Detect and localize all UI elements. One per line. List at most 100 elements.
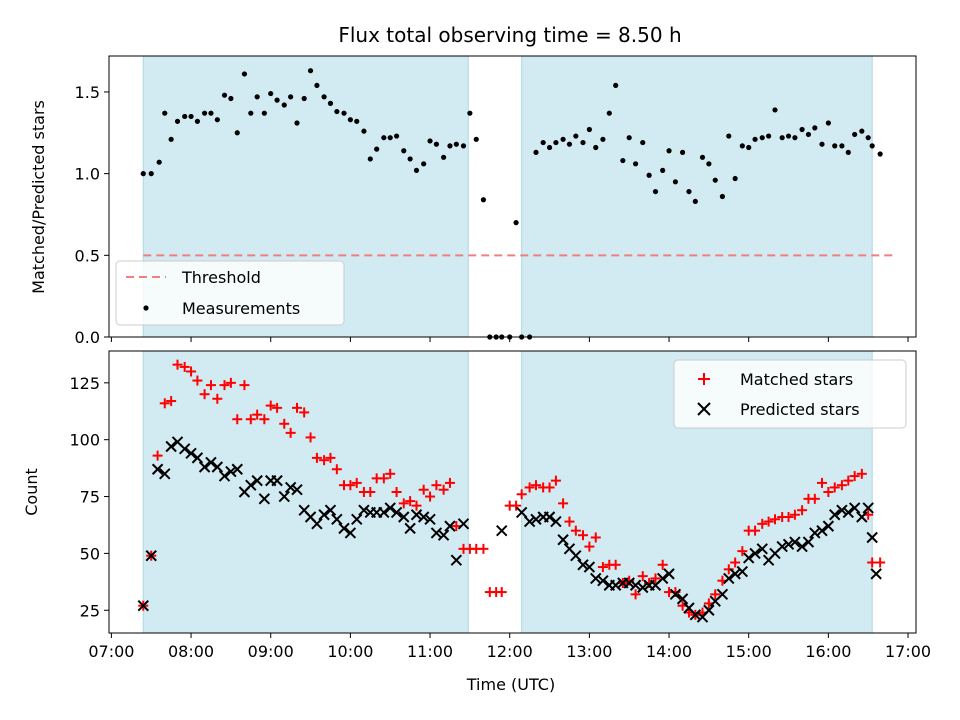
predicted-star-point-b [590, 572, 602, 585]
measurement-point [593, 144, 599, 151]
predicted-star-point [703, 604, 715, 616]
matched-star-point [431, 480, 442, 491]
predicted-star-point-b [570, 549, 582, 562]
predicted-star-point-b [663, 568, 675, 580]
legend-matched-marker [698, 373, 710, 385]
predicted-star-point [324, 504, 337, 516]
matched-star-point [159, 398, 170, 409]
measurement-point [752, 136, 758, 142]
measurement-point [606, 110, 612, 116]
predicted-star-point-b [749, 547, 761, 560]
matched-star-point [797, 505, 808, 516]
predicted-star-point [151, 463, 164, 475]
legend-predicted-swatch [697, 402, 711, 416]
predicted-star-point [378, 506, 390, 519]
measurement-point [553, 139, 559, 146]
predicted-stars-points [137, 436, 882, 623]
predicted-star-point-b [251, 474, 263, 487]
predicted-star-point-b [669, 588, 682, 601]
predicted-star-point-b [822, 520, 835, 532]
predicted-star-point-b [816, 524, 828, 537]
matched-star-point [524, 482, 535, 493]
matched-star-point [578, 530, 589, 541]
predicted-star-point [689, 609, 702, 621]
predicted-star-point-b [829, 509, 841, 521]
measurement-point [759, 135, 765, 141]
predicted-star-point-b [550, 515, 562, 528]
measurement-point [859, 128, 865, 134]
matched-star-point [378, 473, 389, 484]
matched-star-point [245, 414, 256, 425]
measurement-point [440, 154, 447, 160]
matched-star-point [783, 512, 794, 523]
predicted-star-point-b [856, 511, 868, 523]
predicted-star-point [159, 468, 171, 480]
predicted-star-point [530, 513, 542, 525]
predicted-star-point [344, 527, 357, 539]
measurement-point [234, 130, 240, 136]
predicted-star-point [211, 461, 224, 473]
x-tick-label: 11:00 [407, 642, 453, 661]
measurement-point [367, 156, 373, 162]
measurement-point [162, 110, 168, 116]
matched-star-point [511, 500, 522, 511]
predicted-star-point-b [629, 579, 642, 591]
chart-title: Flux total observing time = 8.50 h [338, 23, 681, 47]
measurement-point [626, 135, 632, 141]
predicted-star-point-b [145, 549, 157, 562]
predicted-star-point-b [789, 536, 801, 548]
predicted-star-point-b [304, 511, 317, 523]
matched-star-point [292, 402, 303, 413]
measurement-point [746, 144, 752, 151]
measurement-point [294, 120, 300, 126]
predicted-star-point [597, 574, 609, 587]
predicted-star-point [145, 549, 157, 562]
legend-measurements-label: Measurements [182, 299, 300, 318]
predicted-star-point-b [151, 463, 164, 475]
predicted-star-point-b [523, 515, 536, 528]
predicted-star-point [137, 600, 149, 612]
predicted-star-point-b [198, 461, 211, 473]
matched-star-point [875, 557, 886, 568]
predicted-star-point [669, 588, 682, 601]
predicted-star-point-b [656, 572, 669, 585]
measurement-point [779, 135, 785, 141]
matched-star-point [444, 477, 455, 488]
predicted-star-point [450, 554, 463, 566]
predicted-star-point [736, 565, 749, 578]
measurement-point [600, 136, 606, 142]
predicted-star-point [390, 506, 403, 519]
measurement-point [194, 118, 201, 124]
measurement-point [766, 133, 772, 139]
measurement-point [182, 113, 188, 120]
measurement-point [334, 108, 340, 115]
matched-star-point [186, 366, 197, 377]
observing-window-1 [142, 350, 469, 634]
matched-star-point [849, 471, 860, 482]
measurement-point [513, 220, 519, 226]
measurement-point [140, 171, 146, 177]
x-tick-label: 07:00 [88, 642, 134, 661]
predicted-star-point-b [191, 452, 204, 464]
measurement-point [692, 198, 698, 205]
predicted-star-point-b [404, 522, 416, 535]
legend-predicted-label: Predicted stars [740, 400, 860, 419]
measurement-point [679, 149, 686, 155]
predicted-star-point-b [457, 518, 470, 530]
predicted-star-point-b [782, 538, 795, 551]
measurement-point [613, 82, 619, 89]
predicted-star-point [742, 552, 755, 564]
predicted-star-point-b [557, 534, 569, 546]
matched-star-point [299, 407, 310, 418]
measurement-point [427, 138, 433, 144]
predicted-star-point-b [378, 506, 390, 519]
predicted-star-point [410, 509, 423, 521]
predicted-star-point-b [577, 559, 589, 571]
matched-star-point [843, 475, 854, 486]
measurement-point [188, 113, 194, 120]
measurement-point [877, 151, 883, 157]
x-tick-label: 12:00 [487, 642, 533, 661]
predicted-star-point [623, 577, 635, 589]
predicted-star-point [802, 536, 815, 548]
predicted-star-point-b [291, 484, 303, 496]
